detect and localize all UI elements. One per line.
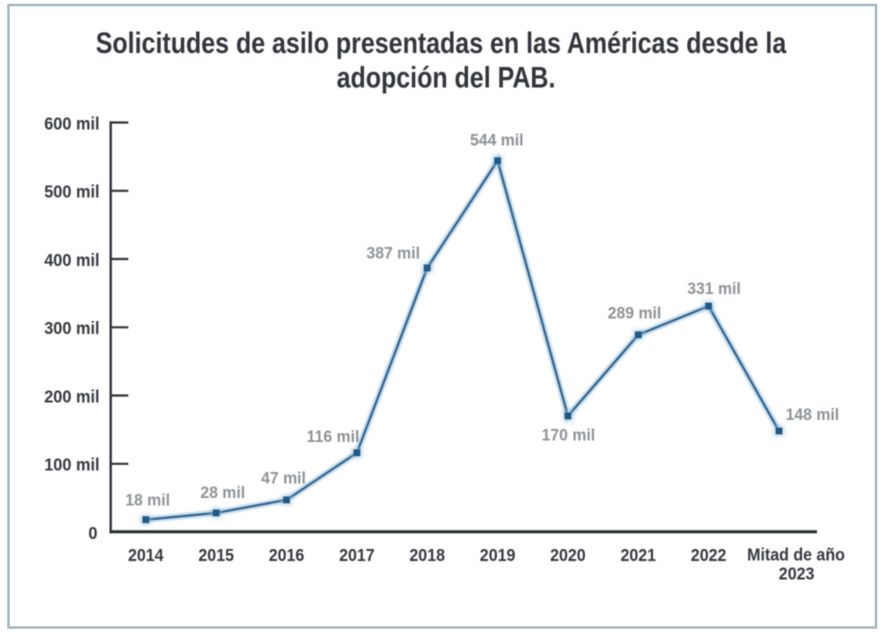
svg-text:Solicitudes de asilo presentad: Solicitudes de asilo presentadas en las …	[96, 26, 787, 59]
svg-text:300 mil: 300 mil	[44, 319, 99, 339]
svg-text:289 mil: 289 mil	[608, 304, 662, 323]
svg-text:400 mil: 400 mil	[44, 250, 99, 270]
svg-text:2017: 2017	[339, 545, 375, 565]
svg-text:600 mil: 600 mil	[44, 114, 99, 134]
svg-text:331 mil: 331 mil	[687, 279, 741, 298]
svg-text:adopción del PAB.: adopción del PAB.	[337, 61, 556, 94]
svg-text:0: 0	[88, 523, 97, 543]
svg-text:500 mil: 500 mil	[44, 182, 99, 202]
svg-text:28 mil: 28 mil	[200, 483, 245, 502]
svg-text:2022: 2022	[691, 545, 727, 565]
svg-text:2023: 2023	[779, 564, 815, 584]
svg-text:100 mil: 100 mil	[44, 455, 99, 475]
svg-text:2021: 2021	[621, 545, 657, 565]
svg-text:148 mil: 148 mil	[786, 406, 840, 425]
svg-text:387 mil: 387 mil	[366, 244, 420, 263]
svg-text:170 mil: 170 mil	[542, 426, 596, 445]
svg-text:2015: 2015	[198, 545, 234, 565]
svg-text:2019: 2019	[480, 545, 516, 565]
svg-text:2016: 2016	[269, 545, 305, 565]
svg-text:18 mil: 18 mil	[125, 491, 170, 510]
svg-text:Mitad de año: Mitad de año	[747, 545, 845, 565]
svg-text:2020: 2020	[550, 545, 586, 565]
svg-text:47 mil: 47 mil	[261, 469, 306, 488]
svg-text:544 mil: 544 mil	[470, 131, 524, 150]
svg-text:200 mil: 200 mil	[44, 387, 99, 407]
svg-text:2018: 2018	[409, 545, 445, 565]
svg-text:2014: 2014	[128, 545, 164, 565]
svg-text:116 mil: 116 mil	[307, 428, 360, 447]
